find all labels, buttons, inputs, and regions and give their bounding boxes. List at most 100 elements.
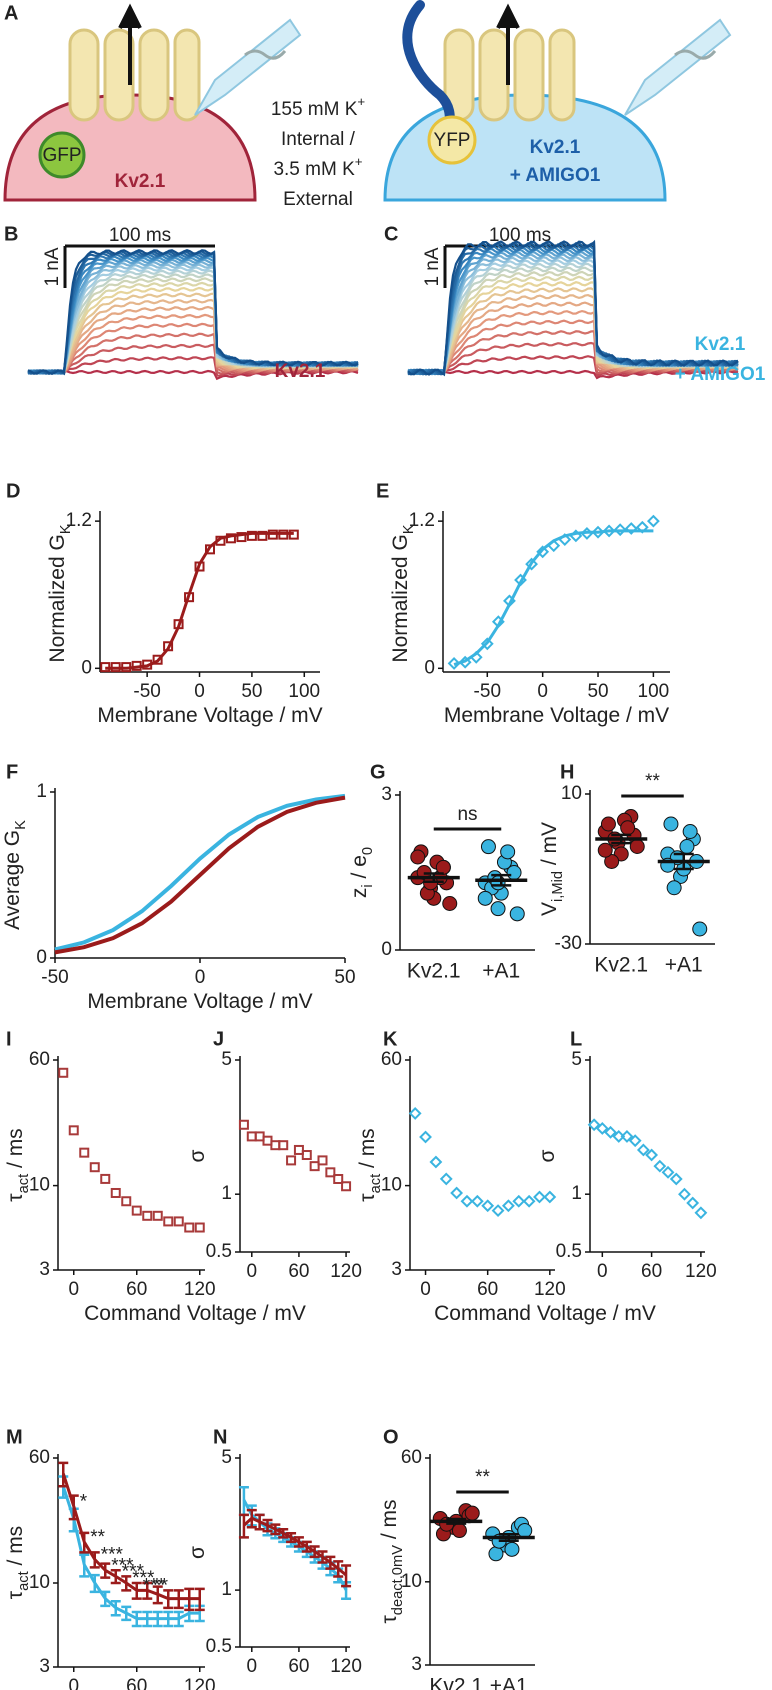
data-point [480, 839, 496, 855]
marker [100, 1173, 111, 1184]
y-axis-label: τact / ms [4, 1526, 32, 1599]
x-tick-label: 100 [638, 681, 670, 702]
y-tick-label: 1 [36, 781, 47, 802]
marker [595, 1122, 609, 1135]
trace-label: Kv2.1 [275, 361, 326, 382]
error-bar [79, 1553, 90, 1578]
y-axis-label-part: z [348, 888, 371, 899]
x-axis-label: Command Voltage / mV [434, 1302, 656, 1325]
arrow-right [496, 3, 520, 85]
y-tick-label: 0.5 [206, 1636, 232, 1657]
panel-letter: O [383, 1426, 399, 1448]
error-bar [423, 872, 444, 884]
x-tick-label: 0 [68, 1279, 79, 1300]
y-axis-label: Average GK [1, 820, 29, 930]
marker [152, 1210, 163, 1221]
y-tick-label: 1.2 [409, 510, 435, 531]
marker [624, 522, 638, 535]
y-axis-label-part: 0 [360, 847, 376, 855]
data-point [604, 854, 620, 869]
x-tick-label: 0 [68, 1676, 79, 1690]
panel-letter: M [6, 1426, 23, 1448]
x-tick-label: 50 [587, 681, 608, 702]
x-tick-label: Kv2.1 [594, 954, 648, 977]
panel-letter: J [213, 1028, 224, 1050]
x-tick-label: 120 [330, 1261, 362, 1282]
y-axis-label: Normalized GK [389, 524, 417, 662]
y-tick-label: 0 [424, 657, 435, 678]
trace-label: Kv2.1 [695, 334, 746, 355]
current-trace [407, 369, 739, 380]
gfp-label: GFP [42, 145, 81, 166]
x-tick-label: Kv2.1 [407, 960, 461, 983]
marker [525, 557, 538, 571]
electrode [244, 49, 287, 60]
marker [635, 520, 649, 534]
data-point [517, 1523, 533, 1539]
y-axis-label-part: K [58, 524, 74, 534]
error-bar [238, 1513, 249, 1539]
x-tick-label: 50 [241, 681, 262, 702]
error-bar [301, 1540, 312, 1553]
marker [184, 592, 195, 603]
pipette-right [624, 18, 732, 116]
marker [429, 1155, 443, 1169]
data-point [666, 880, 682, 896]
marker [628, 1134, 642, 1148]
panel-letter: E [376, 480, 389, 502]
series-line [61, 1485, 200, 1621]
marker [236, 532, 247, 543]
current-trace [27, 249, 359, 375]
y-axis-label-part: τ [356, 1193, 379, 1202]
electrode [674, 49, 717, 60]
x-tick-label: +A1 [665, 954, 703, 977]
marker [309, 1161, 320, 1172]
error-bar [184, 1587, 195, 1612]
marker [194, 1222, 205, 1233]
y-axis-label: zi / e0 [348, 847, 376, 898]
series-line [54, 793, 346, 952]
y-axis-label-part: / mV [538, 822, 561, 871]
marker [142, 1210, 153, 1221]
y-axis-label-part: σ [536, 1149, 559, 1162]
y-axis-label-part: K [13, 820, 29, 830]
x-axis-label-part: Membrane Voltage / mV [444, 704, 669, 727]
y-tick-label: -30 [555, 933, 582, 954]
marker [522, 1194, 536, 1208]
y-tick-label: 3 [391, 1259, 402, 1280]
cell-label: Kv2.1 [530, 137, 581, 158]
panel-letter: L [570, 1028, 582, 1050]
error-bar [173, 1589, 184, 1610]
data-point [682, 824, 698, 839]
x-axis-label-part: Membrane Voltage / mV [97, 704, 322, 727]
y-tick-label: 1 [221, 1579, 232, 1600]
error-bar [68, 1494, 79, 1521]
data-point [477, 890, 493, 906]
data-point [597, 842, 613, 858]
error-bar [254, 1513, 265, 1531]
x-tick-label: 60 [126, 1676, 147, 1690]
error-bar [163, 1610, 174, 1628]
y-axis-label-part: act [368, 1174, 384, 1194]
diagram: A GFP Kv2.1 YFP [3, 0, 732, 202]
marker [636, 1143, 650, 1157]
error-bar [446, 1517, 467, 1525]
error-bar [246, 1508, 257, 1529]
cell-label: + AMIGO1 [510, 165, 601, 186]
x-axis-label-part: Command Voltage / mV [84, 1302, 306, 1325]
significance: *** [132, 1568, 155, 1589]
error-bar [110, 1569, 121, 1585]
marker [254, 1131, 265, 1142]
solution-text: 3.5 mM K+ [273, 154, 362, 180]
error-bar [673, 852, 694, 871]
marker [215, 535, 226, 546]
data-point [488, 1546, 504, 1562]
y-axis-label: τdeact,0mV / ms [378, 1499, 406, 1623]
y-tick-label: 1 [221, 1183, 232, 1204]
error-bar [498, 1533, 519, 1543]
y-axis-label: Vi,Mid / mV [538, 822, 566, 916]
series-line [61, 1473, 200, 1601]
significance: *** [143, 1575, 166, 1596]
panel-letter: B [4, 223, 18, 245]
marker [131, 660, 142, 671]
